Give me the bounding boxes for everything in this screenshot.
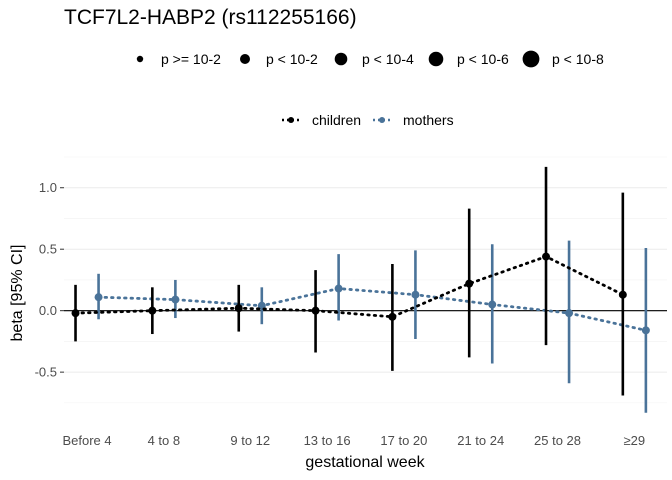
size-legend: p >= 10-2 p < 10-2 p < 10-4 p < 10-6 p < 10-…	[136, 50, 604, 68]
size-legend-key-2	[334, 52, 348, 66]
size-legend-label-2: p < 10-4	[362, 51, 414, 67]
point-children-1	[148, 306, 157, 315]
series-legend-label-mothers: mothers	[403, 112, 454, 128]
y-tick-label-2: 0.5	[39, 242, 57, 257]
point-children-5	[465, 279, 474, 288]
x-tick-label-7: ≥29	[624, 433, 646, 448]
series-legend-dot-children	[288, 117, 294, 123]
x-tick-label-1: 4 to 8	[148, 433, 181, 448]
x-tick-label-0: Before 4	[62, 433, 111, 448]
point-children-7	[618, 290, 627, 299]
plot-area: -0.5 0.0 0.5 1.0 Before 4 4 to 8 9 to 12 13 to…	[35, 156, 667, 448]
size-legend-key-0	[136, 55, 144, 63]
point-mothers-5	[488, 300, 497, 309]
series-children	[71, 166, 627, 396]
y-tick-label-0: -0.5	[35, 365, 57, 380]
series-legend-dot-mothers	[379, 117, 385, 123]
point-mothers-4	[411, 290, 420, 299]
x-tick-label-5: 21 to 24	[457, 433, 504, 448]
y-tick-label-1: 0.0	[39, 303, 57, 318]
series-mothers	[94, 240, 650, 413]
size-legend-key-4	[522, 50, 540, 68]
point-children-6	[542, 252, 551, 261]
x-axis-title: gestational week	[305, 454, 425, 471]
series-legend-label-children: children	[312, 112, 361, 128]
y-tick-label-3: 1.0	[39, 180, 57, 195]
size-legend-label-1: p < 10-2	[266, 51, 318, 67]
chart-title: TCF7L2-HABP2 (rs112255166)	[64, 6, 357, 29]
point-mothers-3	[334, 284, 343, 293]
x-ticks: Before 4 4 to 8 9 to 12 13 to 16 17 to 20 21 …	[62, 433, 645, 448]
series-legend: children mothers	[282, 112, 454, 128]
marks	[71, 166, 650, 413]
y-axis-title: beta [95% CI]	[9, 245, 26, 342]
point-children-3	[311, 306, 320, 315]
series-line-mothers	[97, 287, 648, 332]
y-ticks: -0.5 0.0 0.5 1.0	[35, 180, 64, 380]
point-mothers-6	[565, 309, 574, 318]
x-tick-label-4: 17 to 20	[380, 433, 427, 448]
point-mothers-0	[94, 293, 103, 302]
x-tick-label-6: 25 to 28	[534, 433, 581, 448]
point-children-2	[234, 304, 243, 313]
series-line-children	[74, 255, 625, 319]
point-mothers-1	[171, 295, 180, 304]
point-children-0	[71, 309, 80, 318]
size-legend-key-1	[240, 54, 250, 64]
grid	[64, 156, 667, 404]
point-children-4	[388, 312, 397, 321]
size-legend-label-4: p < 10-8	[552, 51, 604, 67]
x-tick-label-3: 13 to 16	[304, 433, 351, 448]
size-legend-label-3: p < 10-6	[457, 51, 509, 67]
x-tick-label-2: 9 to 12	[230, 433, 270, 448]
point-mothers-7	[641, 326, 650, 335]
size-legend-label-0: p >= 10-2	[161, 51, 221, 67]
size-legend-key-3	[428, 51, 444, 67]
